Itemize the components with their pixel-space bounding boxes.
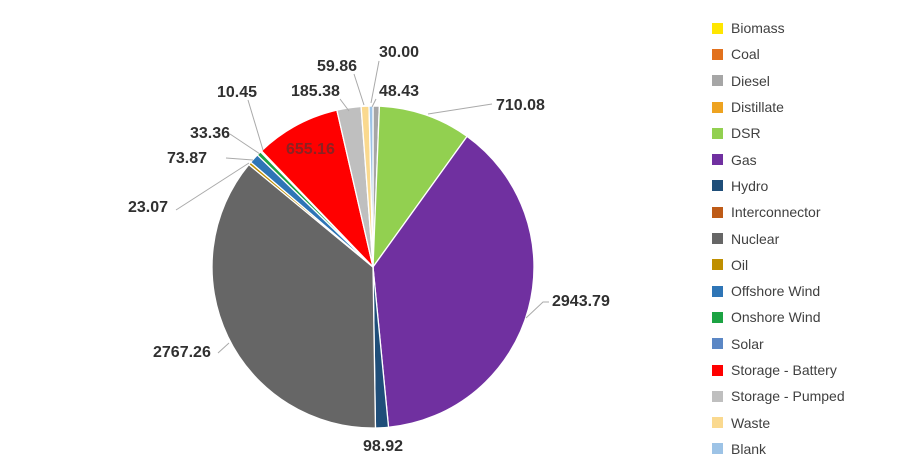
legend-swatch-waste [712, 417, 723, 429]
legend-item-solar: Solar [712, 331, 845, 357]
data-label-storage-pumped: 185.38 [291, 83, 340, 100]
legend-item-offshore-wind: Offshore Wind [712, 278, 845, 304]
legend-label-biomass: Biomass [731, 20, 785, 37]
legend-swatch-storage-battery [712, 364, 723, 376]
legend-item-waste: Waste [712, 409, 845, 435]
legend-item-blank: Blank [712, 436, 845, 462]
legend-swatch-hydro [712, 180, 723, 192]
data-label-onshore-wind: 33.36 [190, 125, 230, 142]
leader-line-dsr [427, 103, 493, 115]
legend-swatch-storage-pumped [712, 390, 723, 402]
leader-line-diesel [371, 98, 377, 108]
legend-swatch-dsr [712, 127, 723, 139]
legend-swatch-oil [712, 259, 723, 271]
legend-label-storage-pumped: Storage - Pumped [731, 388, 845, 405]
leader-line-blank [370, 60, 380, 104]
data-label-dsr: 710.08 [496, 97, 545, 114]
leader-line-waste [353, 73, 365, 106]
legend-swatch-interconnector [712, 206, 723, 218]
legend-swatch-solar [712, 338, 723, 350]
legend-item-coal: Coal [712, 41, 845, 67]
legend-item-onshore-wind: Onshore Wind [712, 304, 845, 330]
legend-item-distillate: Distillate [712, 94, 845, 120]
legend-swatch-nuclear [712, 233, 723, 245]
legend-label-blank: Blank [731, 440, 767, 457]
legend-item-oil: Oil [712, 252, 845, 278]
leader-line-storage-pumped [339, 98, 350, 112]
legend-item-biomass: Biomass [712, 15, 845, 41]
legend-label-offshore-wind: Offshore Wind [731, 283, 821, 300]
data-label-offshore-wind: 73.87 [167, 150, 207, 167]
legend-label-gas: Gas [731, 151, 757, 168]
leader-line-offshore-wind [225, 157, 254, 161]
legend-label-interconnector: Interconnector [731, 204, 821, 221]
legend-item-interconnector: Interconnector [712, 199, 845, 225]
data-label-oil: 23.07 [128, 199, 168, 216]
legend-label-oil: Oil [731, 256, 749, 273]
legend-item-storage-pumped: Storage - Pumped [712, 383, 845, 409]
legend-item-diesel: Diesel [712, 68, 845, 94]
legend-item-storage-battery: Storage - Battery [712, 357, 845, 383]
data-label-waste: 59.86 [317, 58, 357, 75]
legend-label-waste: Waste [731, 414, 771, 431]
legend-item-dsr: DSR [712, 120, 845, 146]
legend-label-nuclear: Nuclear [731, 230, 780, 247]
leader-line-oil [175, 162, 250, 211]
legend-swatch-onshore-wind [712, 311, 723, 323]
legend-item-nuclear: Nuclear [712, 225, 845, 251]
leader-line-gas [525, 301, 549, 319]
legend-label-storage-battery: Storage - Battery [731, 362, 837, 378]
legend-swatch-offshore-wind [712, 285, 723, 297]
data-label-diesel: 48.43 [379, 83, 419, 100]
leader-line-solar [247, 99, 264, 151]
legend-swatch-distillate [712, 101, 723, 113]
legend-swatch-diesel [712, 75, 723, 87]
pie-slice-nuclear [211, 163, 377, 429]
legend-swatch-gas [712, 154, 723, 166]
legend-label-hydro: Hydro [731, 177, 769, 194]
legend-swatch-coal [712, 48, 723, 60]
data-label-storage-battery: 655.16 [286, 141, 335, 158]
data-label-nuclear: 2767.26 [153, 344, 211, 361]
legend-label-distillate: Distillate [731, 99, 784, 116]
legend-label-onshore-wind: Onshore Wind [731, 309, 821, 326]
pie-slice-gas [372, 135, 535, 428]
legend-label-solar: Solar [731, 335, 764, 352]
leader-line-onshore-wind [229, 133, 261, 155]
data-label-gas: 2943.79 [552, 293, 610, 310]
data-label-blank: 30.00 [379, 44, 419, 61]
data-label-solar: 10.45 [217, 84, 257, 101]
legend-item-gas: Gas [712, 146, 845, 172]
legend-label-coal: Coal [731, 46, 760, 63]
data-label-hydro: 98.92 [363, 438, 403, 455]
legend-item-hydro: Hydro [712, 173, 845, 199]
legend-swatch-blank [712, 443, 723, 455]
leader-line-nuclear [217, 342, 230, 354]
legend-label-diesel: Diesel [731, 72, 770, 89]
pie-slice-dsr [372, 105, 468, 268]
chart-legend: Biomass Coal Diesel Distillate DSR Gas Hydro In… [712, 15, 845, 462]
legend-label-dsr: DSR [731, 125, 761, 142]
legend-swatch-biomass [712, 22, 723, 34]
